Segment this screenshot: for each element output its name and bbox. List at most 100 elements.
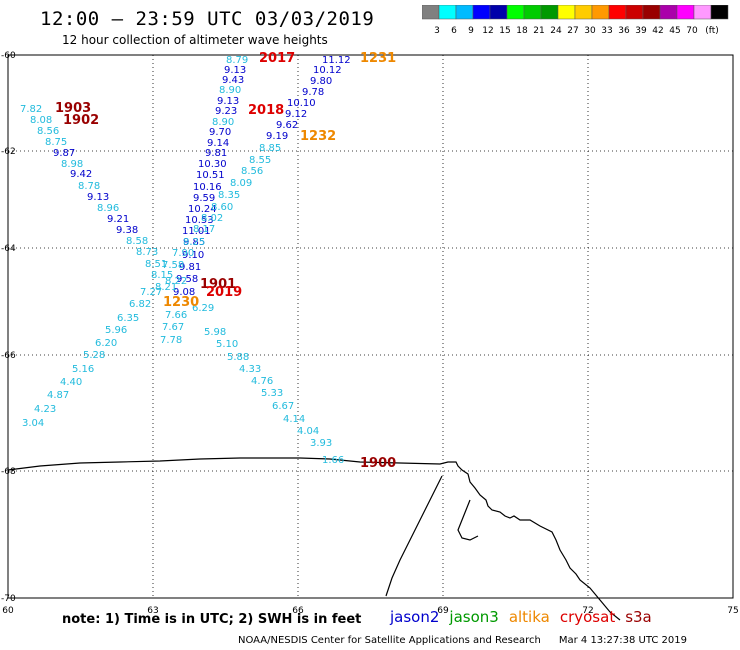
lat-tick-label: -66	[1, 351, 16, 361]
wave-height-value: 9.42	[70, 169, 92, 180]
pass-time-label: 1903	[55, 101, 91, 116]
wave-height-value: 8.21	[155, 282, 177, 293]
pass-time-label: 1232	[300, 129, 336, 144]
wave-height-value: 5.98	[204, 327, 226, 338]
wave-height-readings: 8.799.139.438.909.139.238.909.709.149.81…	[20, 55, 351, 466]
coastline-island	[385, 475, 443, 597]
legend-swatch	[710, 5, 729, 20]
wave-height-value: 7.78	[160, 335, 182, 346]
wave-height-value: 8.56	[37, 126, 59, 137]
legend-label: 9	[468, 26, 474, 36]
wave-height-value: 7.90	[172, 248, 194, 259]
pass-time-label: 1901	[200, 277, 236, 292]
wave-height-value: 9.43	[222, 75, 244, 86]
page-title: 12:00 – 23:59 UTC 03/03/2019	[40, 8, 375, 30]
wave-height-value: 9.78	[302, 87, 324, 98]
wave-height-value: 8.56	[241, 166, 263, 177]
wave-height-value: 9.81	[205, 148, 227, 159]
legend-label: 12	[482, 26, 493, 36]
map-frame	[7, 54, 734, 599]
wave-height-value: 9.59	[193, 193, 215, 204]
wave-height-value: 6.82	[129, 299, 151, 310]
footnote: note: 1) Time is in UTC; 2) SWH is in fe…	[62, 612, 362, 627]
wave-height-value: 10.30	[198, 159, 227, 170]
lon-tick-label: 63	[147, 606, 158, 616]
wave-height-value: 9.62	[276, 120, 298, 131]
legend-label: 30	[584, 26, 596, 36]
lon-tick-label: 72	[582, 606, 593, 616]
wave-height-value: 9.08	[173, 287, 195, 298]
wave-height-value: 7.67	[162, 322, 184, 333]
wave-height-value: 9.23	[215, 106, 237, 117]
wave-height-value: 5.28	[83, 350, 105, 361]
wave-height-value: 9.21	[107, 214, 129, 225]
wave-height-value: 8.98	[61, 159, 83, 170]
wave-height-value: 9.13	[224, 65, 246, 76]
wave-height-value: 8.55	[249, 155, 271, 166]
lon-tick-label: 66	[292, 606, 304, 616]
legend-label: 27	[567, 26, 578, 36]
satellite-name: s3a	[625, 608, 652, 626]
wave-height-value: 5.10	[216, 339, 238, 350]
wave-height-value: 5.88	[227, 352, 249, 363]
wave-height-value: 6.67	[272, 401, 294, 412]
credit-line: NOAA/NESDIS Center for Satellite Applica…	[238, 635, 687, 646]
wave-height-value: 9.85	[183, 237, 205, 248]
pass-time-label: 2018	[248, 103, 284, 118]
legend-label: 36	[618, 26, 630, 36]
coastline	[7, 457, 621, 621]
wave-height-value: 9.12	[285, 109, 307, 120]
legend-label: 33	[601, 26, 612, 36]
wave-height-value: 9.13	[87, 192, 109, 203]
satellite-name: jason2	[390, 608, 440, 626]
credit-text: NOAA/NESDIS Center for Satellite Applica…	[238, 635, 541, 646]
wave-height-value: 8.58	[126, 236, 148, 247]
wave-height-value: 10.24	[188, 204, 217, 215]
wave-height-value: 9.19	[266, 131, 288, 142]
wave-height-value: 4.33	[239, 364, 261, 375]
pass-time-label: 1900	[360, 456, 396, 471]
lon-tick-label: 69	[437, 606, 449, 616]
wave-height-value: 10.16	[193, 182, 222, 193]
wave-height-value: 7.27	[140, 287, 162, 298]
wave-height-value: 4.23	[34, 404, 56, 415]
wave-height-value: 3.04	[22, 418, 44, 429]
coastline-inlet	[457, 499, 479, 541]
legend-label: 45	[669, 26, 680, 36]
legend-label: 42	[652, 26, 663, 36]
wave-height-value: 4.76	[251, 376, 273, 387]
wave-height-value: 8.35	[218, 190, 240, 201]
wave-height-value: 10.10	[287, 98, 316, 109]
lon-tick-label: 75	[727, 606, 738, 616]
pass-time-label: 2017	[259, 51, 295, 66]
lon-tick-label: 60	[2, 606, 14, 616]
legend-label: 18	[516, 26, 528, 36]
wave-height-value: 9.58	[176, 274, 198, 285]
wave-height-value: 6.20	[95, 338, 117, 349]
pass-time-label: 2019	[206, 285, 242, 300]
lat-tick-label: -62	[1, 147, 16, 157]
wave-height-value: 10.51	[196, 170, 225, 181]
wave-height-value: 9.10	[182, 250, 204, 261]
pass-time-label: 1231	[360, 51, 396, 66]
lat-tick-label: -64	[1, 244, 16, 254]
wave-height-value: 8.79	[226, 55, 248, 66]
wave-height-value: 4.40	[60, 377, 82, 388]
wave-height-value: 7.82	[20, 104, 42, 115]
map-grid	[7, 54, 734, 599]
wave-height-value: 8.73	[136, 247, 158, 258]
wave-height-value: 8.60	[211, 202, 233, 213]
legend-label: 15	[499, 26, 510, 36]
wave-height-value: 8.17	[193, 224, 215, 235]
wave-height-value: 11.12	[322, 55, 351, 66]
wave-height-value: 6.35	[117, 313, 139, 324]
wave-height-value: 7.66	[165, 310, 187, 321]
wave-height-value: 8.15	[151, 270, 173, 281]
wave-height-value: 9.70	[209, 127, 231, 138]
wave-height-value: 1.66	[322, 455, 344, 466]
wave-height-value: 8.96	[97, 203, 119, 214]
legend-label: 39	[635, 26, 647, 36]
wave-height-value: 9.87	[53, 148, 75, 159]
wave-height-value: 8.09	[230, 178, 252, 189]
satellite-name: jason3	[449, 608, 499, 626]
